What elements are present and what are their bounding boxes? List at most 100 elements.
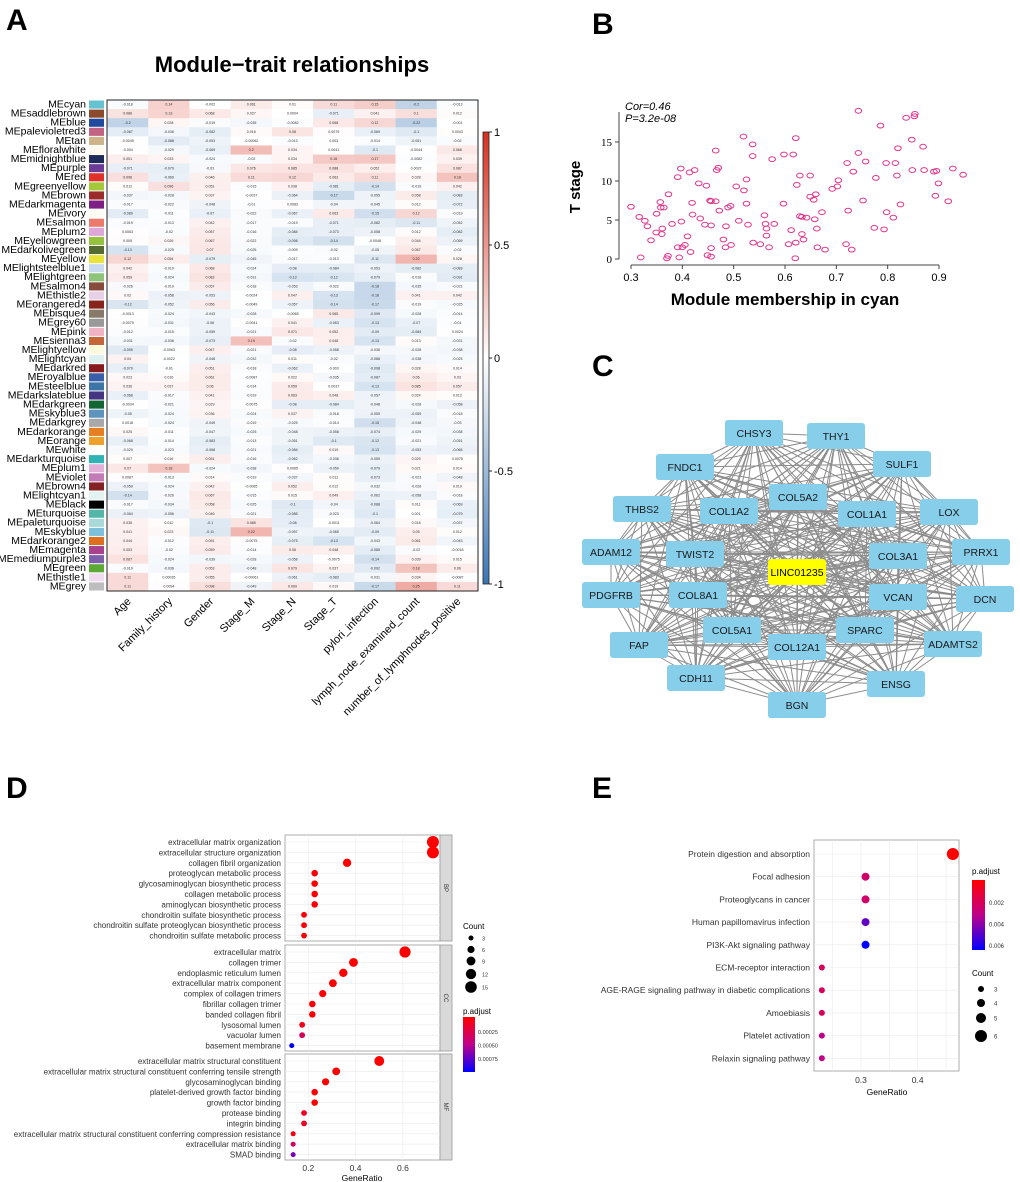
heatmap-cell-value: -0.002 <box>205 103 215 107</box>
scatter-point <box>787 227 795 234</box>
x-tick-label: 0.2 <box>302 1163 314 1173</box>
heatmap-cell-value: -0.038 <box>411 357 421 361</box>
gene-node <box>582 582 640 608</box>
heatmap-cell-value: 0.019 <box>329 448 338 452</box>
heatmap-cell-value: -0.035 <box>329 375 339 379</box>
kegg-term-dot <box>861 872 870 881</box>
heatmap-cell-value: 0.22 <box>248 530 255 534</box>
heatmap-cell <box>313 463 355 474</box>
scatter-point <box>724 204 732 211</box>
heatmap-cell-value: -0.11 <box>206 530 214 534</box>
heatmap-cell <box>436 581 479 592</box>
heatmap-cell-value: -0.012 <box>164 539 174 543</box>
heatmap-cell <box>354 445 396 455</box>
heatmap-cell-value: -0.0049 <box>245 303 257 307</box>
heatmap-cell-value: -0.024 <box>164 312 174 316</box>
go-term-dot <box>311 869 318 877</box>
scatter-point <box>854 107 863 114</box>
gene-node <box>867 671 925 697</box>
module-label: MEplum1 <box>42 462 87 474</box>
scatter-point <box>656 204 665 211</box>
heatmap-cell-value: -0.068 <box>370 357 380 361</box>
heatmap-cell-value: 0.076 <box>247 166 256 170</box>
heatmap-cell <box>148 236 190 246</box>
heatmap-cell <box>148 545 190 555</box>
heatmap-cell <box>107 472 149 483</box>
scatter-plot-cyan: Cor=0.46 P=3.2e-08 T stage Module member… <box>567 101 967 309</box>
heatmap-cell-value: -0.0087 <box>245 375 257 379</box>
gene-node-label: TWIST2 <box>676 549 715 561</box>
heatmap-cell-value: -0.052 <box>452 221 462 225</box>
heatmap-cell-value: -0.019 <box>287 221 297 225</box>
go-term-label: extracellular matrix structural constitu… <box>14 1130 282 1139</box>
heatmap-cell-value: -0.084 <box>287 230 297 234</box>
heatmap-cell <box>395 181 438 192</box>
scatter-point <box>799 236 808 243</box>
heatmap-cell <box>189 527 231 537</box>
heatmap-cell-value: 0.003 <box>329 139 338 143</box>
module-label: MElightcyan1 <box>23 489 86 501</box>
go-term-label: extracellular structure organization <box>159 848 281 857</box>
x-axis-label: Module membership in cyan <box>671 290 900 309</box>
heatmap-cell-value: 0.051 <box>123 157 132 161</box>
heatmap-cell <box>189 163 231 174</box>
scatter-point <box>798 213 806 220</box>
heatmap-cell <box>271 200 314 210</box>
heatmap-cell <box>436 509 479 519</box>
module-label: MEsalmon <box>36 217 86 229</box>
scatter-point <box>894 145 902 152</box>
scatter-point <box>791 135 800 142</box>
legend-count-label: 9 <box>482 960 485 966</box>
heatmap-cell-value: 0.0065 <box>287 466 298 470</box>
heatmap-cell-value: 0.087 <box>453 166 462 170</box>
heatmap-cell <box>436 345 479 355</box>
heatmap-cell-value: -0.018 <box>452 412 462 416</box>
plot-panel <box>813 839 960 1072</box>
gene-node-label: LOX <box>938 507 959 519</box>
heatmap-cell <box>395 109 438 119</box>
network-edge <box>697 594 954 645</box>
heatmap-cell <box>230 172 273 183</box>
legend-count-label: 3 <box>482 937 485 943</box>
heatmap-cell-value: 0.053 <box>123 548 132 552</box>
heatmap-cell-value: 0.0083 <box>287 203 298 207</box>
heatmap-cell-value: -0.069 <box>205 148 215 152</box>
gene-node-label: COL3A1 <box>878 551 918 563</box>
legend-count-dot <box>977 999 985 1007</box>
heatmap-cell-value: 0.012 <box>412 203 421 207</box>
heatmap-cell <box>230 254 273 264</box>
heatmap-cell <box>271 463 314 474</box>
heatmap-cell-value: 0.11 <box>248 175 255 179</box>
heatmap-cell <box>107 163 149 174</box>
x-tick-label: 0.4 <box>912 1075 924 1085</box>
heatmap-cell <box>271 527 314 537</box>
heatmap-cell <box>395 309 438 319</box>
heatmap-cell <box>107 136 149 146</box>
heatmap-cell-value: -0.084 <box>329 403 339 407</box>
heatmap-cell-value: 0.057 <box>206 284 215 288</box>
heatmap-cell <box>148 390 190 401</box>
heatmap-cell-value: 0.052 <box>288 485 297 489</box>
heatmap-cell-value: -0.059 <box>205 330 215 334</box>
heatmap-cell <box>436 300 479 310</box>
go-term-dot <box>426 846 439 859</box>
scatter-point <box>793 182 801 188</box>
heatmap-cell-value: -0.00061 <box>244 575 258 579</box>
scatter-point <box>870 224 879 231</box>
gene-node <box>956 586 1014 612</box>
heatmap-cell <box>313 381 355 392</box>
gene-node <box>667 665 725 691</box>
heatmap-cell-value: -0.017 <box>123 503 133 507</box>
heatmap-cell-value: -0.0063 <box>163 348 175 352</box>
module-label: MEthistle2 <box>37 289 86 301</box>
legend-count-dot <box>978 986 984 992</box>
network-edge <box>694 553 986 600</box>
heatmap-cell <box>313 200 355 210</box>
scatter-point <box>920 167 928 173</box>
scatter-point <box>735 217 743 224</box>
heatmap-cell <box>271 163 314 174</box>
heatmap-cell <box>148 536 190 546</box>
heatmap-cell-value: -0.095 <box>123 348 133 352</box>
heatmap-cell <box>107 154 149 164</box>
heatmap-cell-value: -0.0024 <box>245 294 257 298</box>
